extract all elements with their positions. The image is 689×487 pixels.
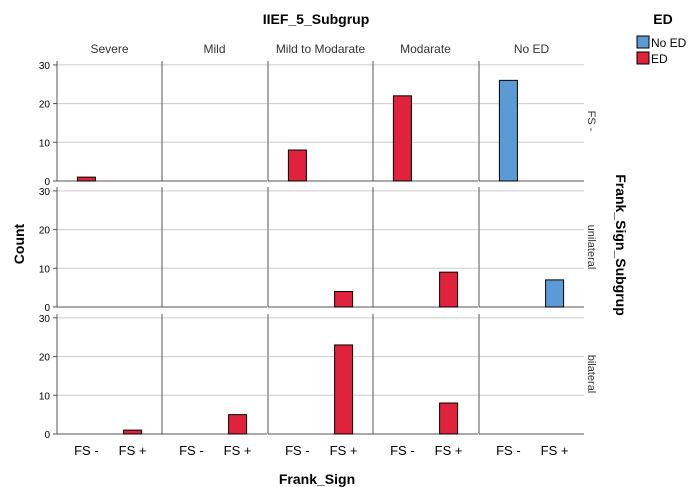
legend-swatch-no-ed xyxy=(636,35,650,49)
legend-label-ed: ED xyxy=(651,52,668,66)
y-tick-label: 10 xyxy=(39,264,51,275)
legend-swatch-ed xyxy=(636,51,650,65)
x-tick-label: FS + xyxy=(224,443,252,458)
x-tick-label: FS - xyxy=(496,443,521,458)
column-header-mild-to-modarate: Mild to Modarate xyxy=(276,42,366,56)
y-tick-label: 10 xyxy=(39,391,51,402)
row-header-unilateral: unilateral xyxy=(585,225,597,270)
x-axis-label: Frank_Sign xyxy=(279,471,355,487)
bar-fs-mild-to-modarate-ed xyxy=(287,149,307,182)
bar-bilateral-mild-ed xyxy=(228,414,248,435)
x-tick-label: FS + xyxy=(330,443,358,458)
row-axis-label: Frank_Sign_Subgrup xyxy=(613,174,629,316)
legend-title: ED xyxy=(653,11,672,27)
bar-fs-modarate-ed xyxy=(392,95,412,182)
x-tick-label: FS + xyxy=(119,443,147,458)
x-tick-label: FS + xyxy=(435,443,463,458)
y-tick-label: 20 xyxy=(39,100,51,111)
column-header-no-ed: No ED xyxy=(514,42,550,56)
y-tick-label: 30 xyxy=(39,61,51,72)
x-tick-label: FS + xyxy=(541,443,569,458)
x-tick-label: FS - xyxy=(285,443,310,458)
legend-label-no-ed: No ED xyxy=(651,36,687,50)
y-tick-label: 30 xyxy=(39,187,51,198)
column-header-modarate: Modarate xyxy=(400,42,451,56)
y-tick-label: 0 xyxy=(44,303,50,314)
legend: ED No ED ED xyxy=(636,11,687,66)
bar-bilateral-severe-ed xyxy=(123,429,143,435)
column-header-severe: Severe xyxy=(90,42,128,56)
y-tick-label: 20 xyxy=(39,353,51,364)
bar-fs-severe-ed xyxy=(76,176,96,182)
bar-unilateral-modarate-ed xyxy=(439,271,459,308)
bar-unilateral-mild-to-modarate-ed xyxy=(334,291,354,308)
row-header-bilateral: bilateral xyxy=(585,355,597,394)
y-tick-label: 0 xyxy=(44,177,50,188)
bar-layer xyxy=(76,79,565,435)
bar-fs-no-ed-no-ed xyxy=(498,79,518,182)
bar-unilateral-no-ed-no-ed xyxy=(545,279,565,308)
y-tick-label: 20 xyxy=(39,226,51,237)
y-tick-label: 10 xyxy=(39,138,51,149)
x-tick-label: FS - xyxy=(179,443,204,458)
x-tick-label: FS - xyxy=(390,443,415,458)
x-tick-label: FS - xyxy=(74,443,99,458)
bar-bilateral-modarate-ed xyxy=(439,402,459,435)
chart-title: IIEF_5_Subgrup xyxy=(263,11,370,27)
row-header-fs: FS - xyxy=(585,111,597,132)
y-tick-label: 0 xyxy=(44,430,50,441)
y-axis-label: Count xyxy=(11,223,27,264)
y-tick-label: 30 xyxy=(39,314,51,325)
column-header-mild: Mild xyxy=(203,42,225,56)
bar-bilateral-mild-to-modarate-ed xyxy=(334,344,354,435)
panel-grid xyxy=(53,61,584,435)
